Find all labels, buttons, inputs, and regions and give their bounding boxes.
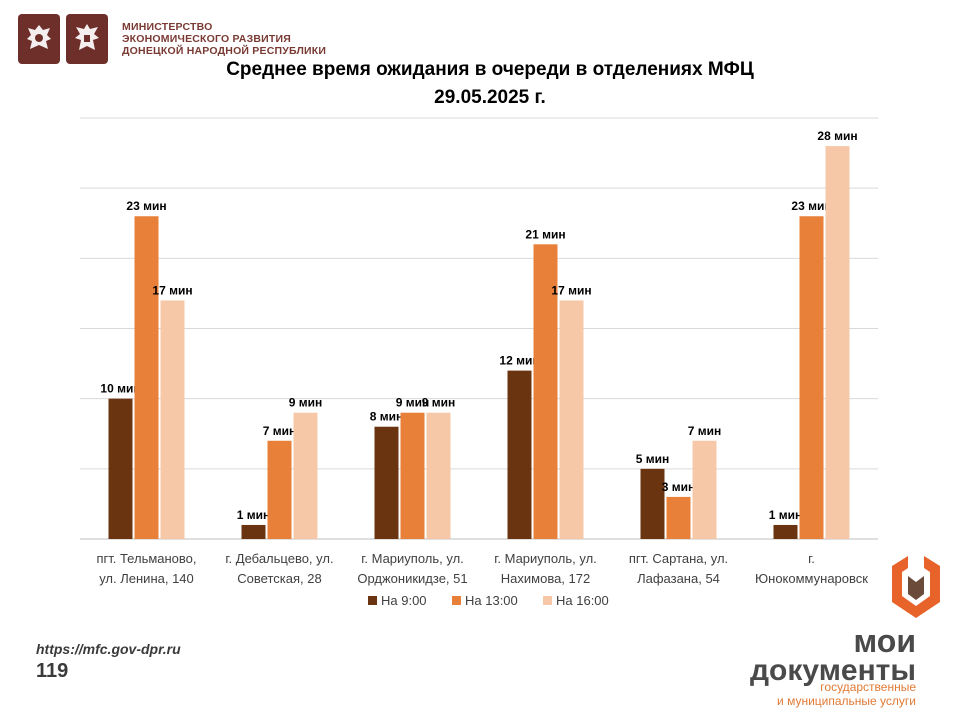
legend-label: На 9:00 (381, 593, 427, 608)
x-tick-label: г. Мариуполь, ул. (494, 551, 597, 566)
data-label: 17 мин (152, 283, 192, 297)
data-label: 9 мин (396, 396, 430, 410)
bar (559, 300, 584, 539)
chart-title-line: Среднее время ожидания в очереди в отдел… (226, 59, 754, 80)
data-label: 8 мин (370, 410, 404, 424)
bar (400, 412, 425, 539)
x-tick-label: Орджоникидзе, 51 (357, 571, 467, 586)
data-label: 7 мин (263, 424, 297, 438)
ministry-line: ЭКОНОМИЧЕСКОГО РАЗВИТИЯ (122, 33, 292, 45)
brand-subtitle-line: и муниципальные услуги (777, 694, 916, 708)
bar (293, 412, 318, 539)
data-label: 21 мин (525, 227, 565, 241)
x-tick-label: Нахимова, 172 (501, 571, 590, 586)
ministry-line: ДОНЕЦКОЙ НАРОДНОЙ РЕСПУБЛИКИ (122, 45, 327, 57)
data-label: 12 мин (499, 354, 539, 368)
x-tick-label: г. Дебальцево, ул. (225, 551, 333, 566)
data-label: 1 мин (769, 508, 803, 522)
data-label: 28 мин (817, 129, 857, 143)
header: МИНИСТЕРСТВО ЭКОНОМИЧЕСКОГО РАЗВИТИЯ ДОН… (18, 14, 326, 64)
bar (692, 440, 717, 539)
x-tick-label: Юнокоммунаровск (755, 571, 868, 586)
legend-swatch (543, 596, 552, 605)
legend-label: На 13:00 (465, 593, 518, 608)
data-label: 9 мин (289, 396, 323, 410)
dpr-emblem-icon (66, 14, 108, 64)
x-tick-label: ул. Ленина, 140 (99, 571, 194, 586)
data-label: 23 мин (791, 199, 831, 213)
x-tick-label: Советская, 28 (237, 571, 321, 586)
bar (241, 524, 266, 539)
x-tick-label: Лафазана, 54 (637, 571, 720, 586)
ministry-name: МИНИСТЕРСТВО ЭКОНОМИЧЕСКОГО РАЗВИТИЯ ДОН… (122, 21, 326, 57)
bar (108, 398, 133, 539)
brand-subtitle: государственные и муниципальные услуги (777, 680, 916, 708)
page-number: 119 (36, 660, 69, 682)
ministry-line: МИНИСТЕРСТВО (122, 21, 213, 33)
coat-of-arms-icon (18, 14, 60, 64)
bar (773, 524, 798, 539)
bar (134, 216, 159, 539)
bar (666, 496, 691, 539)
bar (426, 412, 451, 539)
bar (507, 370, 532, 539)
chart-title: Среднее время ожидания в очереди в отдел… (0, 56, 960, 112)
data-label: 23 мин (126, 199, 166, 213)
bar (799, 216, 824, 539)
legend-swatch (452, 596, 461, 605)
bar (533, 244, 558, 540)
brand-subtitle-line: государственные (820, 680, 916, 694)
legend-label: На 16:00 (556, 593, 609, 608)
x-tick-label: г. Мариуполь, ул. (361, 551, 464, 566)
data-label: 17 мин (551, 283, 591, 297)
data-label: 7 мин (688, 424, 722, 438)
x-tick-label: пгт. Тельманово, (96, 551, 196, 566)
moi-dokumenty-logo-icon (892, 556, 940, 618)
data-label: 5 мин (636, 452, 670, 466)
bar (267, 440, 292, 539)
data-label: 3 мин (662, 480, 696, 494)
bar (374, 426, 399, 539)
x-tick-label: г. (808, 551, 815, 566)
brand-word-1: мои (853, 623, 916, 659)
legend-swatch (368, 596, 377, 605)
website-url[interactable]: https://mfc.gov-dpr.ru (36, 641, 181, 657)
bar (640, 468, 665, 539)
bar (160, 300, 185, 539)
data-label: 9 мин (422, 396, 456, 410)
bar (825, 146, 850, 540)
data-label: 1 мин (237, 508, 271, 522)
data-label: 10 мин (100, 382, 140, 396)
x-tick-label: пгт. Сартана, ул. (629, 551, 728, 566)
brand-word-2: документы (750, 654, 916, 687)
chart-date-line: 29.05.2025 г. (434, 87, 546, 108)
brand-name: мои документы (750, 623, 916, 687)
